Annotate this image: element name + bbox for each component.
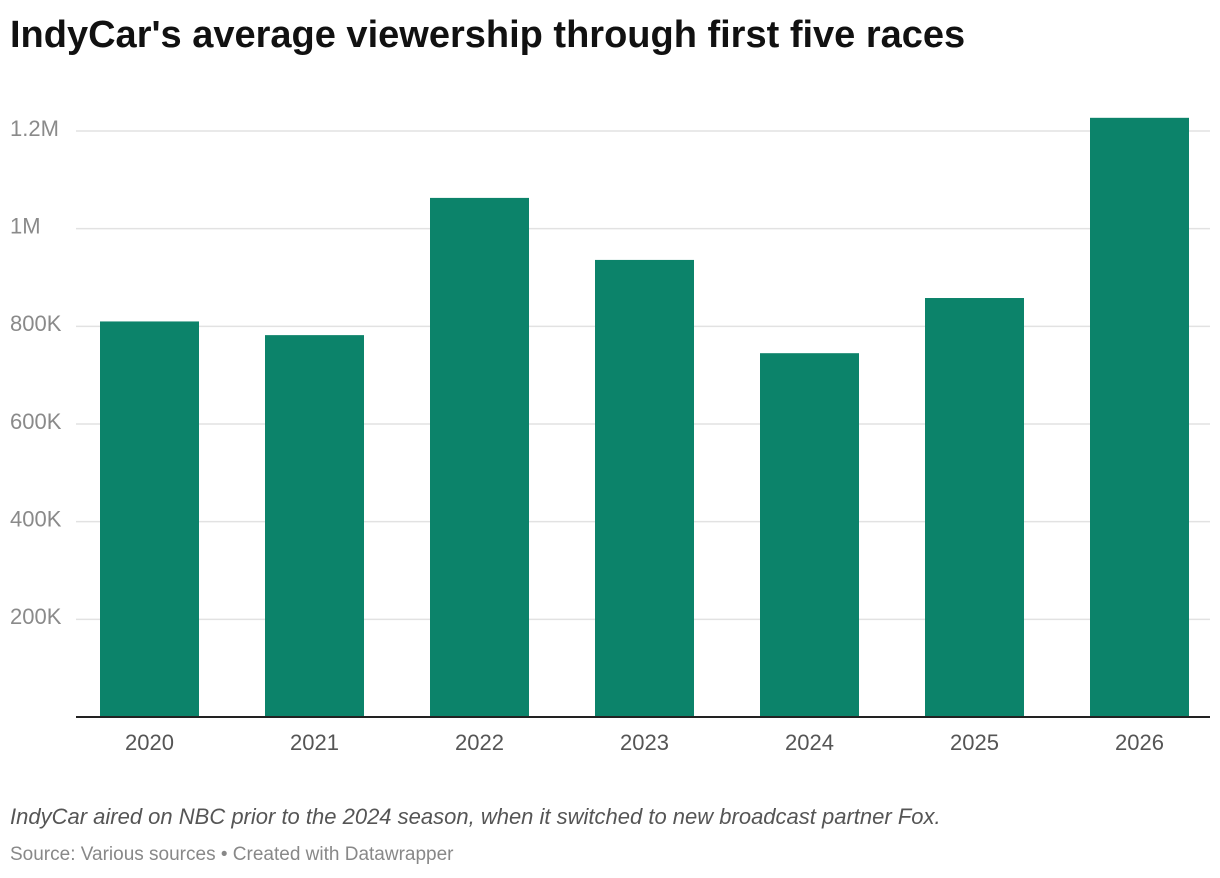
y-tick-label: 200K [10, 604, 62, 629]
y-tick-label: 1.2M [10, 116, 59, 141]
chart-title: IndyCar's average viewership through fir… [10, 14, 965, 56]
y-tick-label: 800K [10, 311, 62, 336]
y-tick-label: 1M [10, 213, 41, 238]
x-tick-label: 2021 [290, 730, 339, 755]
x-tick-label: 2022 [455, 730, 504, 755]
y-tick-label: 400K [10, 506, 62, 531]
x-tick-label: 2023 [620, 730, 669, 755]
x-tick-label: 2020 [125, 730, 174, 755]
x-tick-label: 2025 [950, 730, 999, 755]
bar [760, 353, 859, 717]
bar [430, 197, 529, 717]
x-tick-label: 2024 [785, 730, 834, 755]
bar [265, 335, 364, 717]
bar [1090, 117, 1189, 717]
bar [100, 321, 199, 717]
bar [925, 298, 1024, 717]
x-tick-label: 2026 [1115, 730, 1164, 755]
y-tick-label: 600K [10, 409, 62, 434]
chart-note: IndyCar aired on NBC prior to the 2024 s… [10, 804, 941, 829]
bar [595, 259, 694, 717]
chart-source: Source: Various sources • Created with D… [10, 844, 454, 865]
